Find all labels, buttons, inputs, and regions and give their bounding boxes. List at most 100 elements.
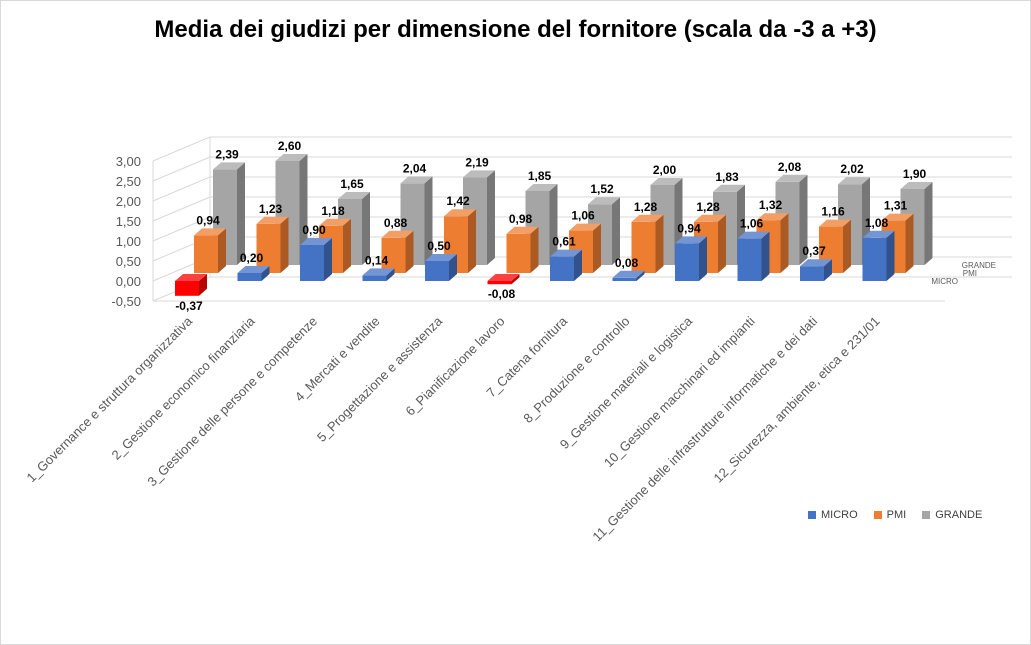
data-label-micro: 0,14 — [365, 253, 389, 267]
legend-label-pmi: PMI — [886, 509, 907, 521]
chart-legend: MICRO PMI GRANDE — [808, 509, 982, 521]
bar-front-face — [194, 235, 218, 273]
bar-pmi — [819, 219, 851, 273]
x-tick-label: 5_Progettazione e assistenza — [314, 313, 446, 445]
bar-front-face — [612, 277, 637, 281]
data-label-pmi: 0,88 — [384, 216, 408, 230]
bar-top-face — [694, 214, 726, 222]
bar-side-face — [405, 230, 414, 273]
bar-top-face — [275, 154, 308, 161]
y-tick-label: 1,50 — [116, 214, 141, 229]
bar-side-face — [530, 226, 539, 273]
legend-swatch-pmi — [873, 511, 882, 519]
data-label-grande: 2,19 — [465, 155, 489, 169]
chart-title: Media dei giudizi per dimensione del for… — [154, 16, 877, 43]
data-label-micro: 0,61 — [552, 235, 576, 249]
bar-top-face — [862, 230, 895, 238]
bar-micro — [737, 231, 770, 281]
bar-side-face — [593, 223, 601, 273]
bar-top-face — [425, 254, 457, 261]
bar-side-face — [655, 214, 664, 273]
data-label-grande: 2,39 — [215, 147, 239, 161]
data-label-micro: -0,37 — [175, 299, 203, 313]
bar-top-face — [444, 209, 476, 217]
bar-side-face — [218, 228, 226, 273]
y-tick-label: 2,00 — [116, 194, 141, 209]
bar-side-face — [261, 266, 270, 281]
data-label-pmi: 1,32 — [759, 198, 783, 212]
bar-front-face — [675, 243, 699, 281]
bar-front-face — [800, 266, 824, 281]
bar-side-face — [299, 154, 308, 265]
bar-top-face — [800, 259, 832, 267]
data-label-pmi: 1,16 — [821, 205, 845, 219]
data-label-grande: 1,52 — [590, 182, 614, 196]
data-label-micro: 1,08 — [865, 216, 889, 230]
data-label-pmi: 1,28 — [634, 200, 658, 214]
bar-top-face — [550, 249, 582, 257]
bar-top-face — [900, 182, 933, 189]
data-label-grande: 2,08 — [778, 160, 802, 174]
bar-top-face — [675, 236, 707, 244]
y-tick-label: 0,00 — [116, 274, 141, 289]
bar-side-face — [718, 214, 726, 273]
y-tick-label: 0,50 — [116, 254, 141, 269]
side-gridline — [152, 176, 211, 202]
bar-top-face — [569, 223, 601, 231]
bar-top-face — [775, 174, 808, 182]
bar-pmi — [381, 230, 414, 273]
bar-side-face — [343, 218, 351, 273]
bar-side-face — [636, 270, 645, 281]
data-label-grande: 1,83 — [715, 170, 739, 184]
bar-side-face — [511, 274, 520, 285]
bar-micro — [800, 259, 832, 281]
y-tick-label: 3,00 — [116, 154, 141, 169]
data-label-pmi: 0,94 — [196, 213, 220, 227]
bar-front-face — [175, 281, 199, 296]
data-label-micro: 0,37 — [802, 244, 826, 258]
bar-top-face — [362, 268, 395, 276]
bar-pmi — [506, 226, 539, 273]
depth-axis-label: PMI — [963, 269, 977, 278]
bar-micro — [237, 266, 270, 281]
side-gridline — [152, 136, 211, 162]
x-tick-label: 8_Produzione e controllo — [520, 314, 632, 426]
y-tick-label: 2,50 — [116, 174, 141, 189]
depth-axis-label: GRANDE — [962, 261, 996, 270]
bar-top-face — [838, 177, 870, 185]
bar-side-face — [761, 231, 770, 281]
data-label-micro: 1,06 — [740, 217, 764, 231]
bar-side-face — [449, 254, 457, 281]
bar-micro — [612, 270, 645, 281]
bar-side-face — [780, 213, 789, 273]
data-label-pmi: 1,28 — [696, 200, 720, 214]
data-label-grande: 1,85 — [528, 169, 552, 183]
bar-top-face — [338, 192, 370, 199]
bar-side-face — [612, 197, 620, 265]
bar-micro — [362, 268, 395, 281]
bar-pmi — [631, 214, 664, 273]
bar-top-face — [737, 231, 770, 239]
bar-side-face — [886, 230, 895, 281]
bar-front-face — [631, 221, 656, 273]
side-gridline — [152, 156, 211, 182]
bar-side-face — [424, 176, 433, 265]
data-label-pmi: 1,42 — [446, 194, 470, 208]
bar-top-face — [400, 176, 433, 184]
bar-side-face — [924, 182, 933, 265]
side-gridline — [152, 216, 211, 242]
x-tick-label: 11_Gestione delle infrastrutture informa… — [589, 313, 820, 544]
x-tick-label: 9_Gestione materiali e logistica — [557, 313, 696, 452]
bar-top-face — [319, 218, 351, 226]
data-label-micro: 0,94 — [677, 221, 701, 235]
bar-front-face — [300, 245, 324, 281]
bar-top-face — [237, 266, 270, 273]
bar-top-face — [650, 178, 683, 185]
data-label-pmi: 0,98 — [509, 212, 533, 226]
data-label-grande: 2,60 — [278, 139, 302, 153]
bar-top-face — [506, 226, 539, 234]
y-tick-label: -0,50 — [111, 294, 141, 309]
bar-side-face — [574, 249, 582, 281]
data-label-micro: 0,08 — [615, 256, 639, 270]
